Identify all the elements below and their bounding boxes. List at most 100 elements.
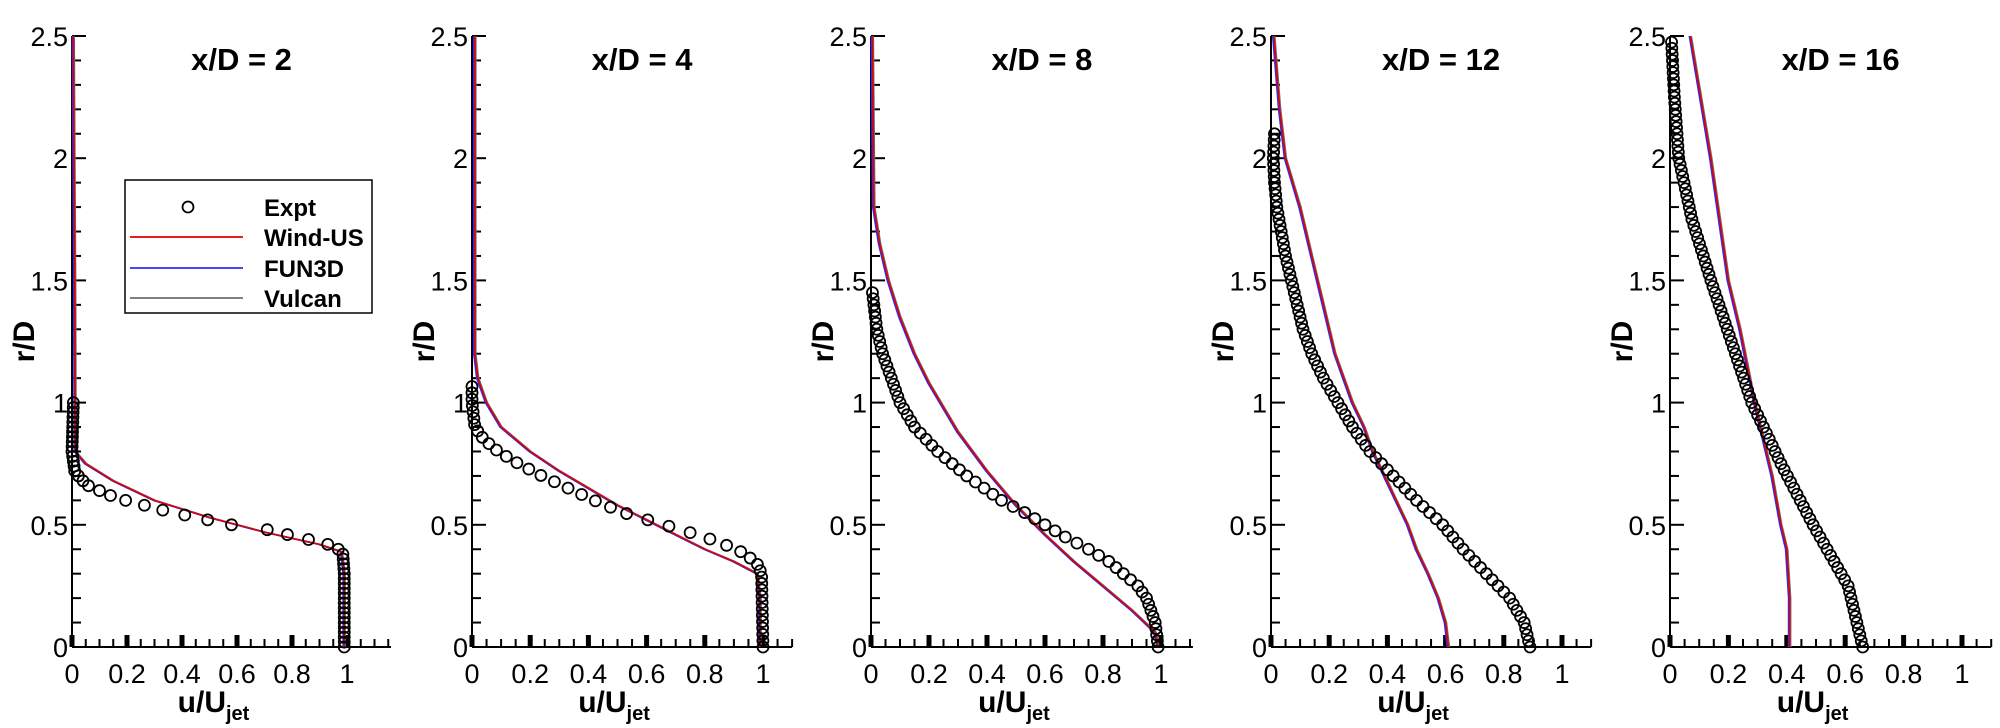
- expt-marker: [1316, 371, 1330, 385]
- expt-marker: [1671, 133, 1684, 147]
- x-tick-label: 0.6: [628, 659, 666, 689]
- expt-marker: [880, 359, 894, 373]
- x-tick-label: 0.2: [1310, 659, 1348, 689]
- expt-marker: [1841, 579, 1855, 593]
- series-line-fun3d: [472, 36, 760, 647]
- expt-marker: [1706, 280, 1720, 293]
- expt-marker: [977, 481, 991, 495]
- y-tick-label: 0: [1252, 633, 1267, 663]
- expt-marker: [1523, 640, 1537, 654]
- expt-marker: [337, 591, 351, 605]
- expt-marker: [1693, 237, 1706, 251]
- series-line-fun3d: [71, 35, 344, 647]
- expt-marker: [884, 371, 898, 385]
- expt-marker: [1669, 115, 1683, 128]
- expt-marker: [1718, 316, 1732, 330]
- expt-marker: [1666, 60, 1680, 73]
- expt-marker: [756, 640, 770, 654]
- expt-marker: [331, 542, 345, 556]
- x-tick-label: 0: [464, 659, 479, 689]
- expt-marker: [66, 420, 80, 434]
- expt-marker: [1666, 54, 1679, 67]
- expt-marker: [1854, 634, 1868, 648]
- expt-marker: [510, 456, 524, 470]
- expt-marker: [1739, 377, 1753, 391]
- expt-marker: [1806, 518, 1820, 532]
- expt-marker: [755, 577, 769, 590]
- x-axis-label-main: u/U: [1377, 686, 1425, 719]
- x-tick-label: 1: [755, 659, 770, 689]
- y-tick-label: 1.5: [1229, 266, 1267, 296]
- legend-label: Vulcan: [264, 286, 342, 313]
- expt-marker: [986, 487, 1000, 501]
- expt-marker: [1797, 500, 1810, 513]
- legend-marker-expt: [181, 200, 195, 214]
- expt-marker: [1303, 341, 1316, 355]
- expt-marker: [1737, 371, 1750, 385]
- expt-marker: [321, 537, 335, 551]
- expt-marker: [66, 454, 80, 468]
- y-tick-label: 1.5: [1628, 266, 1666, 296]
- expt-marker: [882, 365, 896, 379]
- expt-marker: [337, 601, 351, 615]
- expt-marker: [756, 634, 770, 648]
- expt-marker: [1092, 548, 1106, 562]
- x-axis-label: u/Ujet: [578, 686, 650, 725]
- y-tick-label: 0: [852, 633, 867, 663]
- expt-marker: [887, 377, 900, 391]
- series-line-wind-us: [871, 35, 1159, 648]
- expt-marker: [66, 396, 80, 410]
- expt-marker: [1672, 151, 1686, 165]
- expt-marker: [465, 399, 479, 412]
- expt-marker: [337, 596, 351, 610]
- expt-marker: [1843, 585, 1856, 599]
- expt-marker: [756, 615, 769, 628]
- panel-3: x/D = 8 0 0.5 1 1.5 2 2.5 0 0.2 0.4 0.6 0.8 1 u/Ujet r…: [807, 22, 1193, 725]
- expt-marker: [1423, 506, 1436, 519]
- y-axis-label: r/D: [8, 321, 41, 363]
- expt-marker: [1684, 206, 1697, 220]
- x-tick-label: 1: [1554, 659, 1569, 689]
- x-axis-label-subscript: jet: [626, 703, 651, 725]
- expt-marker: [662, 519, 676, 533]
- y-tick-label: 2.5: [1628, 22, 1666, 52]
- expt-marker: [337, 616, 351, 629]
- expt-marker: [201, 513, 215, 527]
- panel-4: x/D = 12 0 0.5 1 1.5 2 2.5 0 0.2 0.4 0.6 0.8 1 u/Ujet…: [1207, 22, 1593, 725]
- expt-marker: [1726, 341, 1740, 355]
- expt-marker: [1667, 90, 1681, 104]
- expt-marker: [1267, 145, 1281, 159]
- expt-marker: [1680, 188, 1694, 202]
- expt-marker: [1698, 255, 1712, 269]
- x-tick-label: 0: [1263, 659, 1278, 689]
- x-tick-label: 0: [863, 659, 878, 689]
- expt-marker: [1800, 506, 1814, 519]
- expt-marker: [1704, 273, 1718, 287]
- y-tick-label: 0.5: [1229, 511, 1267, 541]
- expt-marker: [1762, 432, 1776, 446]
- expt-marker: [1665, 41, 1679, 55]
- expt-marker: [1520, 628, 1534, 642]
- expt-marker: [465, 386, 479, 400]
- expt-marker: [67, 459, 81, 473]
- x-axis-label-subscript: jet: [1425, 703, 1450, 725]
- expt-marker: [1667, 78, 1681, 92]
- expt-marker: [1279, 249, 1292, 263]
- expt-marker: [1733, 359, 1746, 373]
- expt-marker: [953, 463, 966, 477]
- panel-2: x/D = 4 0 0.5 1 1.5 2 2.5 0 0.2 0.4 0.6 0.8 1 u/Ujet r…: [408, 22, 794, 725]
- x-tick-label: 0: [64, 659, 79, 689]
- expt-marker: [1666, 66, 1680, 80]
- x-tick-label: 0: [1662, 659, 1677, 689]
- expt-marker: [1268, 176, 1281, 190]
- expt-marker: [755, 602, 769, 616]
- expt-marker: [960, 469, 974, 483]
- expt-marker: [753, 564, 767, 578]
- expt-marker: [1671, 145, 1685, 159]
- series-line-fun3d: [870, 35, 1158, 648]
- panel-title: x/D = 12: [1382, 42, 1500, 77]
- expt-marker: [1667, 72, 1680, 86]
- y-tick-label: 1: [1651, 389, 1666, 419]
- expt-marker: [866, 292, 880, 306]
- expt-marker: [93, 484, 106, 497]
